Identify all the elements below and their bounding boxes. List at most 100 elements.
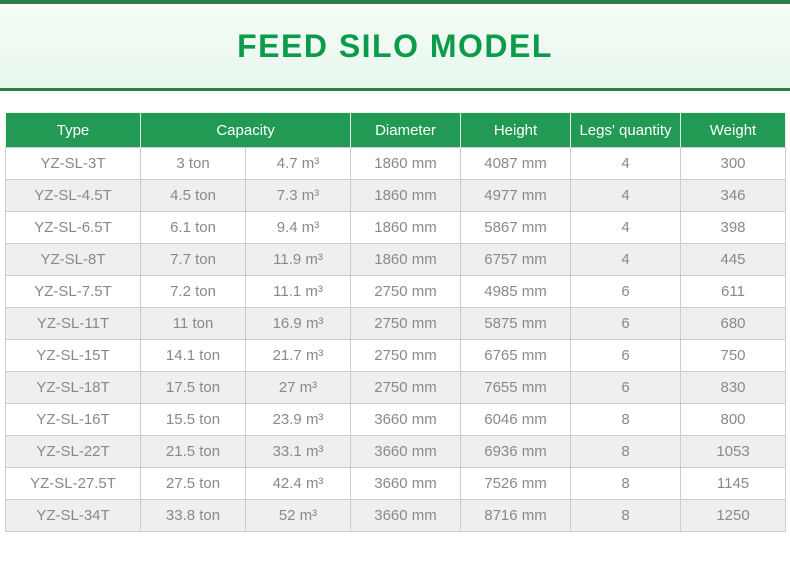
cell-capacity-volume: 16.9 m³ — [244, 307, 352, 340]
cell-weight: 1053 — [680, 435, 787, 468]
cell-height: 8716 mm — [460, 499, 572, 532]
cell-type: YZ-SL-27.5T — [5, 467, 141, 500]
cell-capacity-ton: 11 ton — [140, 307, 246, 340]
cell-capacity-ton: 33.8 ton — [140, 499, 246, 532]
column-header-legs-quantity: Legs' quantity — [570, 112, 682, 148]
table-row: YZ-SL-22T 21.5 ton 33.1 m³ 3660 mm 6936 … — [5, 435, 787, 468]
cell-diameter: 1860 mm — [350, 211, 462, 244]
cell-capacity-volume: 52 m³ — [244, 499, 352, 532]
table-row: YZ-SL-7.5T 7.2 ton 11.1 m³ 2750 mm 4985 … — [5, 275, 787, 308]
cell-height: 5875 mm — [460, 307, 572, 340]
table-row: YZ-SL-34T 33.8 ton 52 m³ 3660 mm 8716 mm… — [5, 499, 787, 532]
cell-height: 7655 mm — [460, 371, 572, 404]
cell-capacity-volume: 7.3 m³ — [244, 179, 352, 212]
cell-type: YZ-SL-11T — [5, 307, 141, 340]
cell-weight: 300 — [680, 147, 787, 180]
cell-legs-quantity: 8 — [570, 499, 682, 532]
cell-type: YZ-SL-15T — [5, 339, 141, 372]
cell-capacity-ton: 6.1 ton — [140, 211, 246, 244]
table-row: YZ-SL-27.5T 27.5 ton 42.4 m³ 3660 mm 752… — [5, 467, 787, 500]
cell-capacity-ton: 4.5 ton — [140, 179, 246, 212]
cell-weight: 800 — [680, 403, 787, 436]
table-row: YZ-SL-18T 17.5 ton 27 m³ 2750 mm 7655 mm… — [5, 371, 787, 404]
cell-capacity-volume: 23.9 m³ — [244, 403, 352, 436]
cell-diameter: 2750 mm — [350, 339, 462, 372]
cell-height: 6046 mm — [460, 403, 572, 436]
cell-height: 5867 mm — [460, 211, 572, 244]
cell-diameter: 3660 mm — [350, 403, 462, 436]
cell-diameter: 1860 mm — [350, 243, 462, 276]
table-row: YZ-SL-8T 7.7 ton 11.9 m³ 1860 mm 6757 mm… — [5, 243, 787, 276]
cell-capacity-ton: 15.5 ton — [140, 403, 246, 436]
cell-height: 4087 mm — [460, 147, 572, 180]
cell-type: YZ-SL-16T — [5, 403, 141, 436]
column-header-capacity: Capacity — [139, 112, 352, 148]
cell-legs-quantity: 4 — [570, 179, 682, 212]
cell-legs-quantity: 4 — [570, 211, 682, 244]
cell-capacity-volume: 33.1 m³ — [244, 435, 352, 468]
cell-legs-quantity: 6 — [570, 307, 682, 340]
cell-type: YZ-SL-8T — [5, 243, 141, 276]
cell-height: 4977 mm — [460, 179, 572, 212]
cell-height: 6765 mm — [460, 339, 572, 372]
cell-weight: 680 — [680, 307, 787, 340]
cell-legs-quantity: 8 — [570, 403, 682, 436]
table-row: YZ-SL-6.5T 6.1 ton 9.4 m³ 1860 mm 5867 m… — [5, 211, 787, 244]
cell-legs-quantity: 6 — [570, 339, 682, 372]
cell-legs-quantity: 8 — [570, 435, 682, 468]
cell-capacity-volume: 9.4 m³ — [244, 211, 352, 244]
cell-diameter: 3660 mm — [350, 435, 462, 468]
cell-weight: 611 — [680, 275, 787, 308]
header-row: Type Capacity Diameter Height Legs' quan… — [5, 112, 787, 148]
table-row: YZ-SL-4.5T 4.5 ton 7.3 m³ 1860 mm 4977 m… — [5, 179, 787, 212]
cell-capacity-ton: 27.5 ton — [140, 467, 246, 500]
cell-weight: 445 — [680, 243, 787, 276]
cell-height: 7526 mm — [460, 467, 572, 500]
cell-capacity-volume: 21.7 m³ — [244, 339, 352, 372]
column-header-weight: Weight — [680, 112, 787, 148]
table-row: YZ-SL-3T 3 ton 4.7 m³ 1860 mm 4087 mm 4 … — [5, 147, 787, 180]
cell-weight: 1250 — [680, 499, 787, 532]
cell-legs-quantity: 8 — [570, 467, 682, 500]
cell-type: YZ-SL-3T — [5, 147, 141, 180]
cell-legs-quantity: 4 — [570, 243, 682, 276]
cell-capacity-volume: 4.7 m³ — [244, 147, 352, 180]
cell-type: YZ-SL-4.5T — [5, 179, 141, 212]
cell-diameter: 2750 mm — [350, 371, 462, 404]
cell-capacity-ton: 17.5 ton — [140, 371, 246, 404]
column-header-type: Type — [5, 112, 141, 148]
cell-type: YZ-SL-7.5T — [5, 275, 141, 308]
cell-capacity-volume: 11.9 m³ — [244, 243, 352, 276]
cell-type: YZ-SL-18T — [5, 371, 141, 404]
cell-weight: 346 — [680, 179, 787, 212]
cell-capacity-ton: 21.5 ton — [140, 435, 246, 468]
column-header-height: Height — [460, 112, 572, 148]
cell-capacity-ton: 14.1 ton — [140, 339, 246, 372]
cell-weight: 750 — [680, 339, 787, 372]
spec-table: Type Capacity Diameter Height Legs' quan… — [5, 112, 787, 532]
cell-diameter: 3660 mm — [350, 499, 462, 532]
cell-type: YZ-SL-34T — [5, 499, 141, 532]
spec-table-container: Type Capacity Diameter Height Legs' quan… — [5, 112, 787, 532]
cell-type: YZ-SL-22T — [5, 435, 141, 468]
cell-legs-quantity: 6 — [570, 371, 682, 404]
title-banner: FEED SILO MODEL — [0, 0, 790, 91]
cell-capacity-volume: 11.1 m³ — [244, 275, 352, 308]
cell-type: YZ-SL-6.5T — [5, 211, 141, 244]
cell-legs-quantity: 6 — [570, 275, 682, 308]
page-title: FEED SILO MODEL — [237, 27, 553, 64]
cell-capacity-ton: 7.7 ton — [140, 243, 246, 276]
cell-diameter: 2750 mm — [350, 307, 462, 340]
table-row: YZ-SL-16T 15.5 ton 23.9 m³ 3660 mm 6046 … — [5, 403, 787, 436]
cell-weight: 398 — [680, 211, 787, 244]
cell-weight: 830 — [680, 371, 787, 404]
cell-diameter: 3660 mm — [350, 467, 462, 500]
table-row: YZ-SL-11T 11 ton 16.9 m³ 2750 mm 5875 mm… — [5, 307, 787, 340]
table-body: YZ-SL-3T 3 ton 4.7 m³ 1860 mm 4087 mm 4 … — [5, 147, 787, 532]
cell-capacity-ton: 3 ton — [140, 147, 246, 180]
cell-capacity-volume: 42.4 m³ — [244, 467, 352, 500]
cell-legs-quantity: 4 — [570, 147, 682, 180]
cell-diameter: 1860 mm — [350, 147, 462, 180]
table-row: YZ-SL-15T 14.1 ton 21.7 m³ 2750 mm 6765 … — [5, 339, 787, 372]
cell-height: 4985 mm — [460, 275, 572, 308]
